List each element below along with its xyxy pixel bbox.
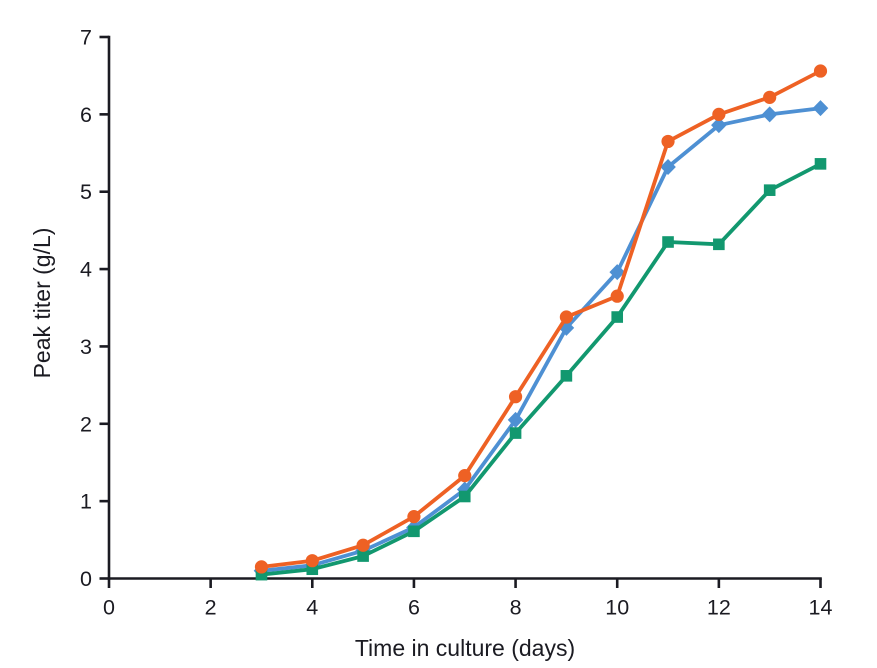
- y-tick-label: 2: [80, 412, 92, 436]
- y-tick-label: 6: [80, 103, 92, 127]
- y-tick-label: 4: [80, 258, 92, 282]
- series-green-square-point: [408, 525, 420, 538]
- series-layer: [253, 64, 829, 581]
- series-green-square-point: [814, 158, 827, 170]
- series-blue-diamond-point: [812, 100, 829, 117]
- series-green-square-point: [713, 238, 725, 251]
- y-tick-label: 1: [80, 490, 92, 514]
- series-green-square-point: [662, 236, 674, 248]
- series-blue-diamond-point: [761, 106, 778, 123]
- y-tick-label: 3: [80, 335, 92, 359]
- series-blue-diamond-line: [259, 106, 823, 573]
- series-green-square-point: [509, 427, 522, 439]
- y-tick-label: 5: [80, 180, 92, 204]
- series-orange-circle-point: [559, 310, 573, 324]
- series-green-square-point: [458, 490, 471, 503]
- series-orange-circle-point: [305, 554, 319, 568]
- x-tick-label: 0: [103, 596, 115, 620]
- series-orange-circle-point: [254, 560, 269, 574]
- series-green-square-point: [611, 311, 624, 323]
- series-orange-circle-point: [356, 538, 370, 552]
- x-tick-label: 12: [707, 596, 731, 620]
- x-tick-label: 4: [306, 596, 318, 620]
- x-axis-title: Time in culture (days): [355, 635, 575, 661]
- series-green-square-line: [259, 161, 823, 577]
- series-green-square-point: [306, 563, 319, 576]
- series-blue-diamond-point: [507, 411, 524, 428]
- x-tick-label: 8: [510, 596, 522, 620]
- series-blue-diamond-point: [660, 158, 676, 175]
- series-orange-circle-point: [610, 289, 624, 303]
- series-orange-circle-point: [661, 134, 675, 149]
- x-tick-label: 10: [605, 596, 629, 620]
- x-tick-label: 6: [408, 596, 420, 620]
- series-blue-diamond-point: [609, 264, 626, 281]
- series-orange-circle-point: [763, 90, 777, 104]
- y-tick-label: 0: [80, 567, 92, 591]
- y-axis-title: Peak titer (g/L): [29, 228, 55, 379]
- series-orange-circle-point: [407, 510, 421, 524]
- series-orange-circle-point: [458, 469, 472, 483]
- x-tick-label: 14: [809, 596, 833, 620]
- series-green-square-point: [763, 184, 776, 196]
- series-green-square-point: [255, 568, 268, 581]
- series-green-square-point: [357, 550, 369, 562]
- series-green-square-point: [560, 370, 573, 382]
- series-orange-circle-point: [712, 107, 726, 121]
- y-tick-label: 7: [80, 26, 92, 50]
- series-blue-diamond-point: [711, 117, 727, 134]
- series-orange-circle-line: [259, 69, 823, 569]
- series-orange-circle-point: [813, 64, 828, 78]
- series-orange-circle-point: [508, 390, 523, 404]
- x-tick-label: 2: [205, 596, 217, 620]
